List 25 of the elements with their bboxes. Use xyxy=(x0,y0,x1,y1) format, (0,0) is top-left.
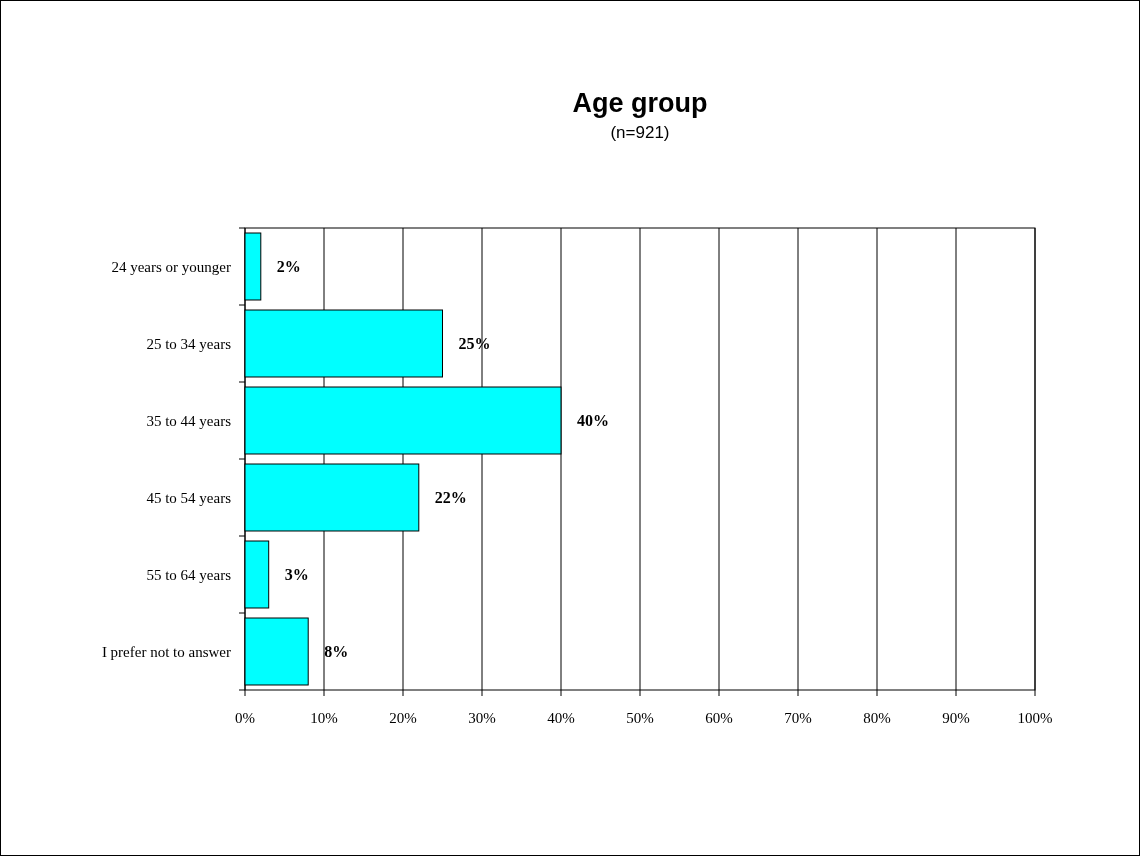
data-label: 3% xyxy=(284,565,309,583)
x-tick-label: 40% xyxy=(547,710,575,726)
y-tick-label: 55 to 64 years xyxy=(146,566,232,583)
x-tick-label: 20% xyxy=(389,710,417,726)
x-tick-label: 80% xyxy=(863,710,891,726)
y-tick-label: 24 years or younger xyxy=(111,258,231,275)
x-tick-label: 50% xyxy=(626,710,654,726)
y-tick-label: 35 to 44 years xyxy=(146,412,232,429)
data-label: 40% xyxy=(577,411,609,429)
x-tick-label: 60% xyxy=(705,710,733,726)
chart-title: Age group xyxy=(572,88,708,118)
x-tick-label: 100% xyxy=(1017,710,1053,726)
chart-subtitle: (n=921) xyxy=(610,123,670,142)
x-tick-label: 30% xyxy=(468,710,496,726)
x-tick-label: 90% xyxy=(942,710,970,726)
x-tick-label: 0% xyxy=(235,710,255,726)
data-label: 8% xyxy=(324,642,349,660)
y-tick-label: 45 to 54 years xyxy=(146,489,232,506)
y-tick-label: 25 to 34 years xyxy=(146,335,232,352)
data-label: 22% xyxy=(434,488,467,506)
x-tick-label: 10% xyxy=(310,710,338,726)
data-label: 25% xyxy=(458,334,491,352)
x-tick-label: 70% xyxy=(784,710,812,726)
data-label: 2% xyxy=(276,257,301,275)
y-tick-label: I prefer not to answer xyxy=(101,643,231,660)
